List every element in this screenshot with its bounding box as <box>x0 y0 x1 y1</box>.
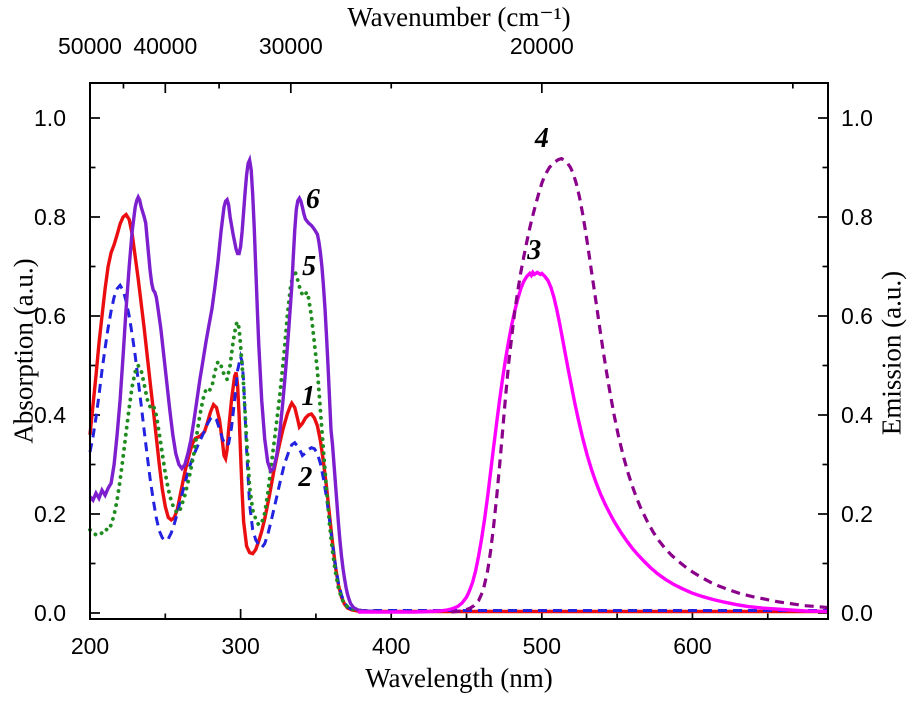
curve-label-5: 5 <box>302 250 317 282</box>
wavenumber-tick-label: 20000 <box>509 33 574 59</box>
x-tick-label: 600 <box>673 633 712 659</box>
emission-tick-label: 0.2 <box>841 501 873 527</box>
emission-tick-label: 0.4 <box>841 402 873 428</box>
absorption-tick-label: 0.6 <box>34 303 66 329</box>
curve-emission-spectrum-4 <box>451 156 829 614</box>
emission-tick-label: 0.8 <box>841 204 873 230</box>
curve-absorption-spectrum-6 <box>88 154 377 614</box>
curve-absorption-spectrum-1 <box>88 211 828 614</box>
x-tick-label: 400 <box>372 633 411 659</box>
x-tick-label: 500 <box>522 633 562 659</box>
curve-label-4: 4 <box>534 122 549 154</box>
x-tick-label: 300 <box>221 633 260 659</box>
curve-absorption-spectrum-2 <box>88 282 828 612</box>
absorption-tick-label: 0.8 <box>34 204 66 230</box>
top-axis-title: Wavenumber (cm⁻¹) <box>347 2 571 32</box>
curve-emission-spectrum-3 <box>358 269 829 614</box>
x-tick-label: 200 <box>70 633 110 659</box>
curve-label-3: 3 <box>527 235 542 267</box>
plot-frame <box>89 82 829 620</box>
curve-label-1: 1 <box>301 380 316 412</box>
wavenumber-tick-label: 50000 <box>58 33 122 59</box>
absorption-tick-label: 0.2 <box>34 501 66 527</box>
absorption-tick-label: 0.4 <box>34 402 66 428</box>
absorption-tick-label: 0.0 <box>34 600 66 626</box>
curve-label-2: 2 <box>298 462 313 494</box>
curve-label-6: 6 <box>305 183 320 215</box>
curve-absorption-spectrum-5 <box>88 266 382 614</box>
wavenumber-tick-label: 40000 <box>133 33 198 59</box>
absorption-tick-label: 1.0 <box>34 105 66 131</box>
wavenumber-tick-label: 30000 <box>258 33 323 59</box>
emission-tick-label: 1.0 <box>841 105 873 131</box>
emission-tick-label: 0.0 <box>841 600 873 626</box>
emission-tick-label: 0.6 <box>841 303 873 329</box>
bottom-axis-title: Wavelength (nm) <box>365 663 553 693</box>
